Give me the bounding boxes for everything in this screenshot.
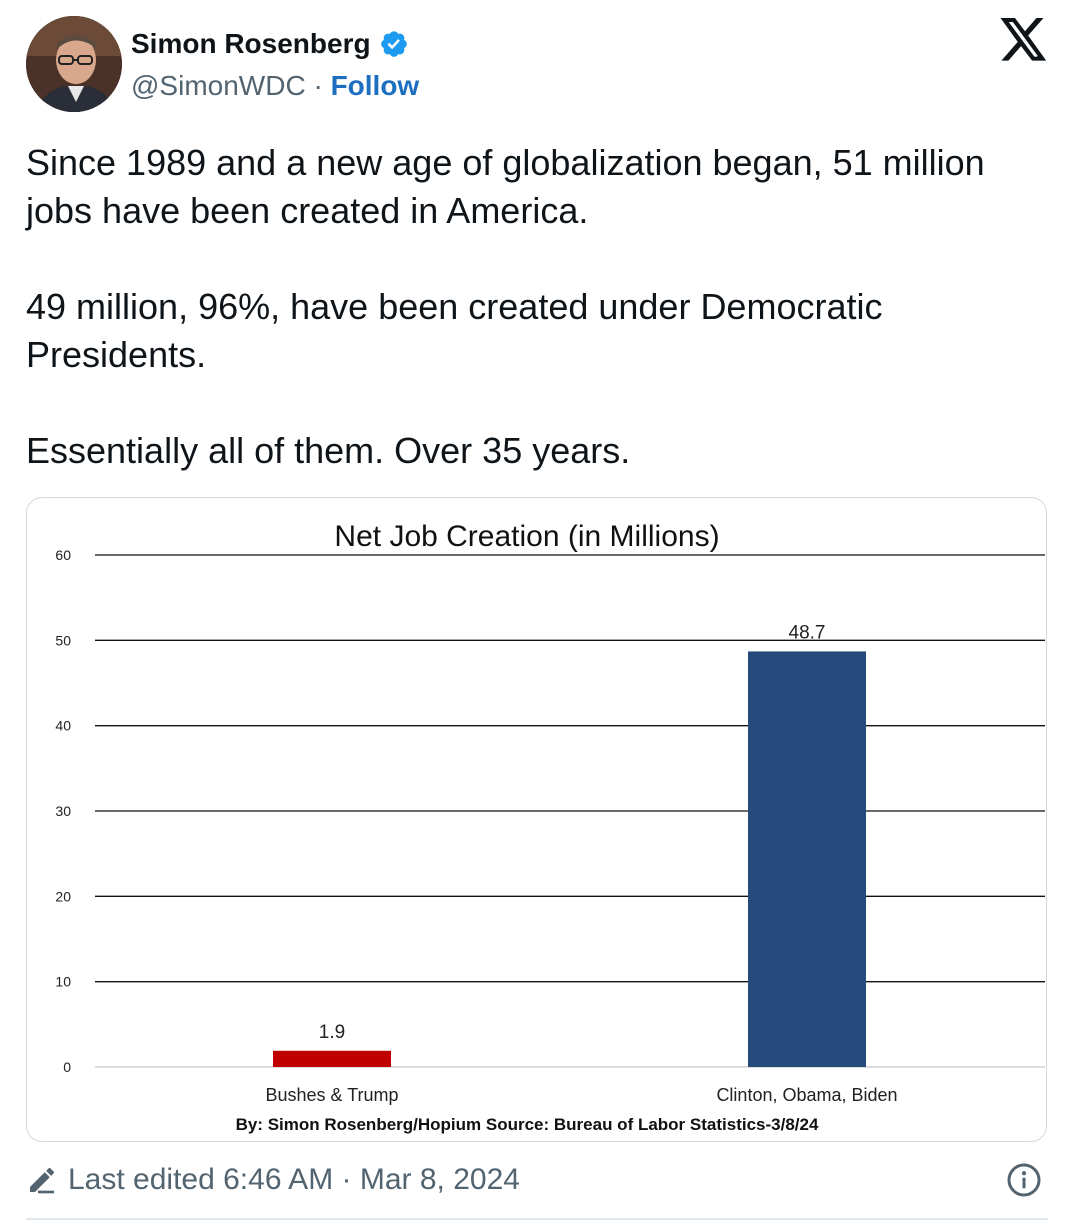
data-label: 48.7 — [789, 622, 826, 643]
y-tick-label: 40 — [55, 718, 71, 734]
chart-title: Net Job Creation (in Millions) — [334, 520, 719, 553]
y-tick-label: 60 — [55, 547, 71, 563]
verified-badge-icon — [380, 31, 407, 57]
tweet-paragraph: 49 million, 96%, have been created under… — [26, 286, 883, 375]
x-tick-label: Bushes & Trump — [265, 1085, 398, 1105]
info-icon[interactable] — [1006, 1162, 1042, 1198]
tweet-text: Since 1989 and a new age of globalizatio… — [26, 139, 1026, 475]
author-name[interactable]: Simon Rosenberg — [131, 28, 409, 60]
tweet-footer: Last edited 6:46 AM · Mar 8, 2024 — [26, 1160, 1048, 1200]
chart-source-note: By: Simon Rosenberg/Hopium Source: Burea… — [236, 1115, 819, 1134]
divider — [26, 1218, 1048, 1220]
bar-bushes-trump — [273, 1050, 391, 1067]
x-logo-icon[interactable] — [1000, 18, 1048, 62]
y-tick-label: 30 — [55, 803, 71, 819]
tweet-paragraph: Since 1989 and a new age of globalizatio… — [26, 142, 985, 231]
last-edited-timestamp[interactable]: Last edited 6:46 AM · Mar 8, 2024 — [68, 1163, 520, 1196]
bar-chart: Net Job Creation (in Millions) 0 10 20 30 40 5… — [55, 520, 1045, 1134]
pencil-icon — [30, 1167, 55, 1194]
bar-clinton-obama-biden — [748, 651, 866, 1067]
avatar[interactable] — [26, 16, 122, 112]
author-name-text[interactable]: Simon Rosenberg — [131, 28, 371, 59]
tweet-paragraph: Essentially all of them. Over 35 years. — [26, 430, 631, 471]
follow-button[interactable]: Follow — [330, 70, 420, 101]
author-handle[interactable]: @SimonWDC — [131, 70, 306, 101]
y-tick-label: 50 — [55, 632, 71, 648]
data-label: 1.9 — [319, 1022, 345, 1043]
chart-image[interactable]: Net Job Creation (in Millions) 0 10 20 30 40 5… — [26, 497, 1047, 1142]
handle-separator: · — [313, 70, 323, 101]
x-tick-label: Clinton, Obama, Biden — [716, 1085, 897, 1105]
y-tick-label: 20 — [55, 888, 71, 904]
y-tick-label: 10 — [55, 974, 71, 990]
y-tick-label: 0 — [63, 1059, 71, 1075]
handle-row: @SimonWDC · Follow — [131, 70, 419, 102]
